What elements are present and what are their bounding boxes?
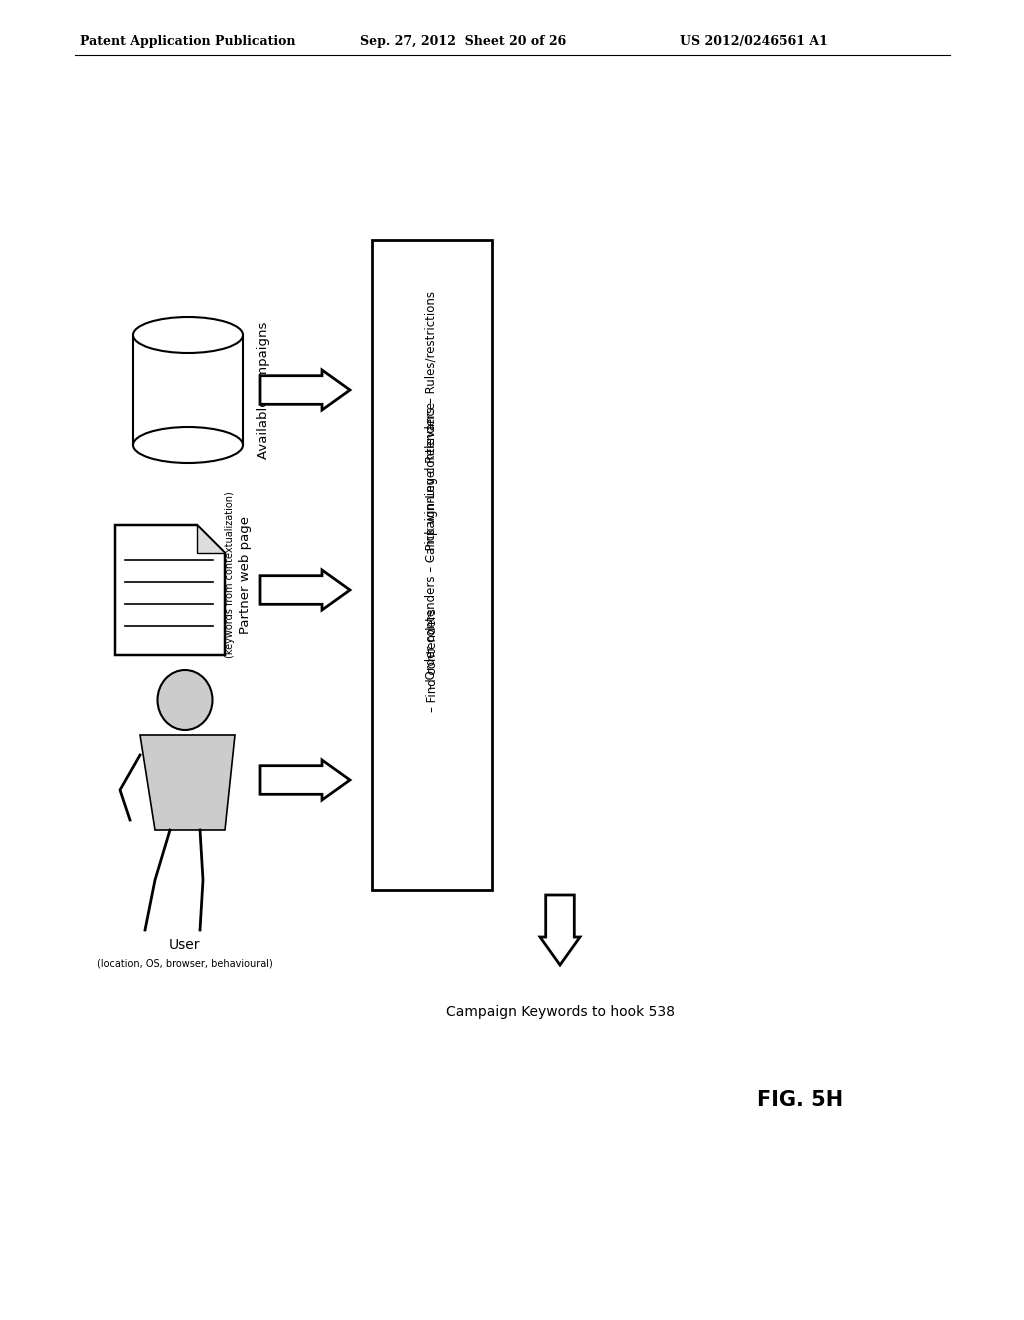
Text: FIG. 5H: FIG. 5H <box>757 1090 843 1110</box>
Ellipse shape <box>133 317 243 352</box>
Polygon shape <box>260 760 350 800</box>
Polygon shape <box>115 525 225 655</box>
Text: (keywords from contextualization): (keywords from contextualization) <box>225 491 234 659</box>
Polygon shape <box>140 735 234 830</box>
Text: Patent Application Publication: Patent Application Publication <box>80 36 296 48</box>
Text: (location, OS, browser, behavioural): (location, OS, browser, behavioural) <box>97 958 272 968</box>
Text: US 2012/0246561 A1: US 2012/0246561 A1 <box>680 36 827 48</box>
Bar <box>133 335 243 445</box>
Text: – Pick winning contenders – Rules/restrictions: – Pick winning contenders – Rules/restri… <box>426 290 438 560</box>
Text: – Find contenders: – Find contenders <box>426 609 438 711</box>
Text: User: User <box>169 939 201 952</box>
Bar <box>372 240 492 890</box>
Text: – Order contenders – Campaign-Level Relevance: – Order contenders – Campaign-Level Rele… <box>426 401 438 689</box>
Polygon shape <box>260 370 350 411</box>
Text: Sep. 27, 2012  Sheet 20 of 26: Sep. 27, 2012 Sheet 20 of 26 <box>360 36 566 48</box>
Ellipse shape <box>133 426 243 463</box>
Text: Available campaigns: Available campaigns <box>256 321 269 458</box>
Text: Partner web page: Partner web page <box>239 516 252 634</box>
Text: Campaign Keywords to hook 538: Campaign Keywords to hook 538 <box>445 1005 675 1019</box>
Ellipse shape <box>158 671 213 730</box>
Polygon shape <box>540 895 580 965</box>
Polygon shape <box>197 525 225 553</box>
Polygon shape <box>260 570 350 610</box>
